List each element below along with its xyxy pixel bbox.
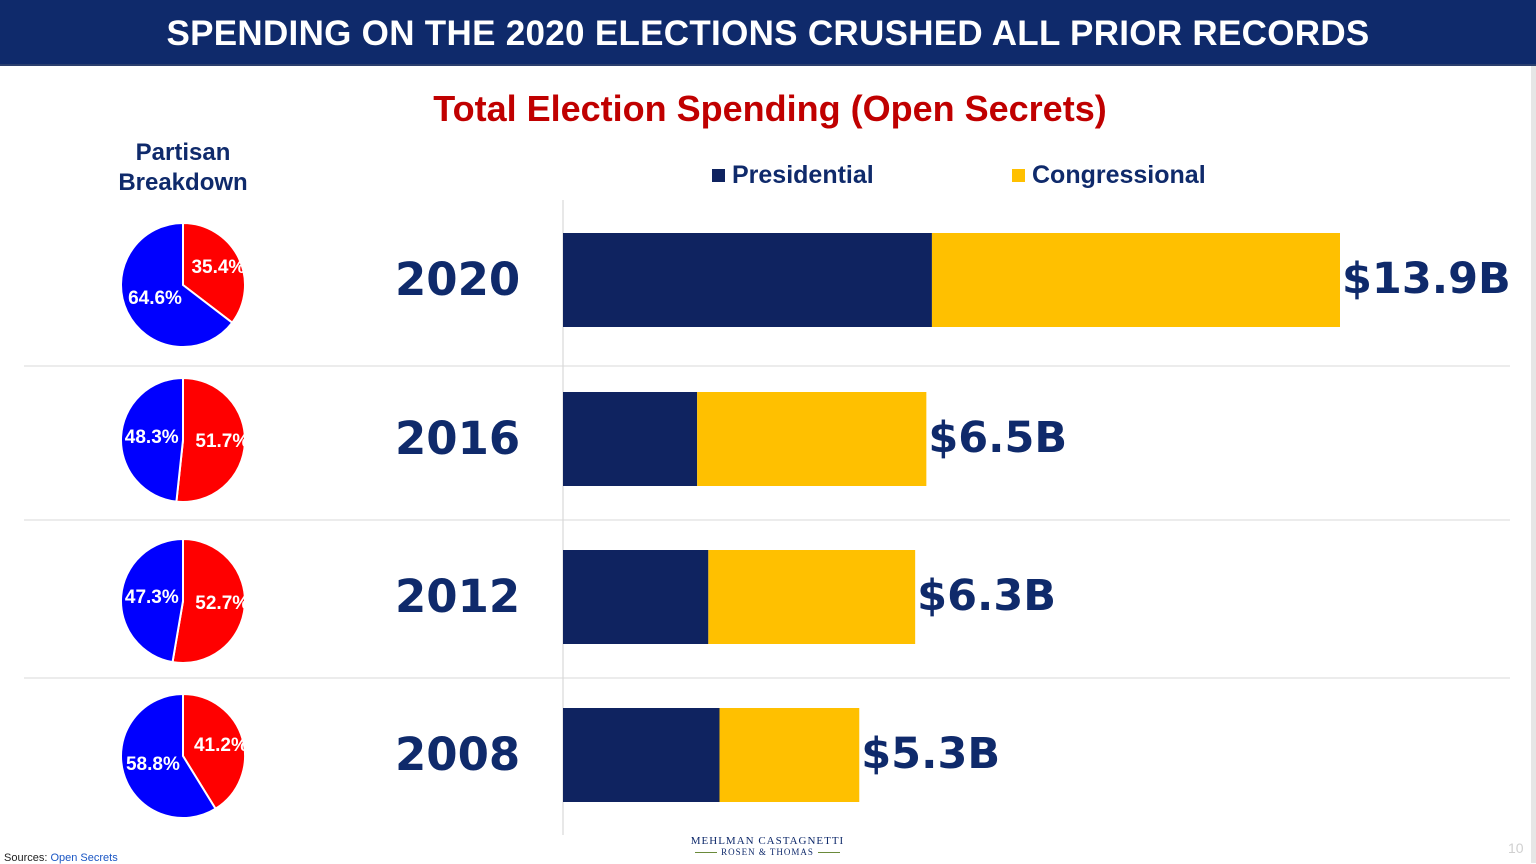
firm-logo: MEHLMAN CASTAGNETTI ROSEN & THOMAS xyxy=(690,835,845,857)
legend-item-presidential: Presidential xyxy=(712,160,874,190)
total-label-2012: $6.3B xyxy=(917,571,1057,621)
logo-top-text: MEHLMAN CASTAGNETTI xyxy=(690,835,845,847)
pie-slice-blue-2016 xyxy=(119,376,184,503)
pie-label-blue-2012: 47.3% xyxy=(124,587,179,609)
pie-label-red-2020: 35.4% xyxy=(191,256,246,278)
logo-bottom-row: ROSEN & THOMAS xyxy=(690,847,845,857)
legend-swatch-presidential xyxy=(712,168,725,182)
pie-slice-red-2020 xyxy=(182,221,246,325)
pie-slice-red-2012 xyxy=(171,537,246,664)
sources-prefix: Sources: xyxy=(4,852,51,864)
header-bar: SPENDING ON THE 2020 ELECTIONS CRUSHED A… xyxy=(0,0,1536,66)
total-label-2008: $5.3B xyxy=(861,729,1001,779)
legend-label-presidential: Presidential xyxy=(732,160,874,189)
pie-label-red-2012: 52.7% xyxy=(195,593,250,615)
pie-label-red-2016: 51.7% xyxy=(195,431,250,453)
legend-label-congressional: Congressional xyxy=(1032,160,1206,189)
pie-slice-blue-2008 xyxy=(120,692,217,819)
bar-congressional-2012 xyxy=(708,550,916,644)
bar-congressional-2016 xyxy=(697,392,927,486)
chart-title: Total Election Spending (Open Secrets) xyxy=(433,88,1107,129)
pie-label-blue-2016: 48.3% xyxy=(124,427,179,449)
bar-congressional-2008 xyxy=(719,708,860,802)
slide-edge xyxy=(1531,66,1536,863)
pie-section-header: Partisan Breakdown xyxy=(83,138,283,198)
year-label-2012: 2012 xyxy=(395,570,521,623)
page-title: SPENDING ON THE 2020 ELECTIONS CRUSHED A… xyxy=(166,14,1370,53)
page-number: 10 xyxy=(1508,840,1524,856)
bar-presidential-2008 xyxy=(563,708,720,802)
logo-bottom-text: ROSEN & THOMAS xyxy=(721,847,814,857)
pie-slice-blue-2012 xyxy=(120,537,184,664)
logo-rule-left xyxy=(695,851,718,853)
year-label-2020: 2020 xyxy=(395,253,521,306)
legend-item-congressional: Congressional xyxy=(1012,160,1206,190)
total-label-2020: $13.9B xyxy=(1342,254,1511,304)
legend-swatch-congressional xyxy=(1012,168,1025,182)
pie-slice-red-2016 xyxy=(175,376,246,503)
year-label-2016: 2016 xyxy=(395,412,521,465)
pie-slice-blue-2020 xyxy=(120,221,234,348)
bar-congressional-2020 xyxy=(931,233,1340,327)
total-label-2016: $6.5B xyxy=(928,413,1068,463)
pie-label-red-2008: 41.2% xyxy=(193,734,248,756)
bar-presidential-2020 xyxy=(563,233,932,327)
pie-header-line2: Breakdown xyxy=(118,169,248,196)
year-label-2008: 2008 xyxy=(395,728,521,781)
pie-label-blue-2008: 58.8% xyxy=(125,753,180,775)
bar-presidential-2016 xyxy=(563,392,698,486)
pie-label-blue-2020: 64.6% xyxy=(128,288,182,310)
pie-header-line1: Partisan xyxy=(135,139,231,166)
sources-link[interactable]: Open Secrets xyxy=(50,852,118,864)
bar-presidential-2012 xyxy=(563,550,709,644)
logo-rule-right xyxy=(817,851,840,853)
sources-note: Sources: Open Secrets xyxy=(4,852,118,864)
